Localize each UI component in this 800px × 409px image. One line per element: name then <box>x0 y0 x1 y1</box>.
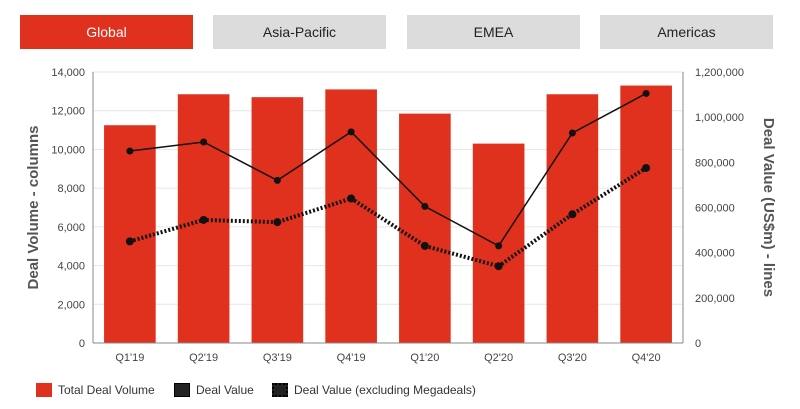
point-deal-value <box>200 138 208 146</box>
y-left-tick-label: 4,000 <box>57 261 85 273</box>
y-right-tick-label: 200,000 <box>695 293 735 305</box>
point-deal-value-excluding-megadeals <box>494 262 503 271</box>
point-deal-value-excluding-megadeals <box>420 241 429 250</box>
y-left-tick-label: 8,000 <box>57 183 85 195</box>
y-left-tick-label: 12,000 <box>51 106 85 118</box>
legend-label-deal-value: Deal Value <box>196 383 254 397</box>
tab-americas[interactable]: Americas <box>600 15 773 49</box>
legend-swatch-dotted <box>272 383 288 397</box>
legend-swatch-line <box>174 383 190 397</box>
series-line-deal-value-excluding-megadeals <box>129 166 648 269</box>
series-line-deal-value <box>129 92 647 247</box>
x-tick-label: Q1'19 <box>115 352 144 364</box>
point-deal-value <box>273 176 281 184</box>
x-tick-label: Q4'20 <box>632 352 661 364</box>
y-left-tick-label: 6,000 <box>57 222 85 234</box>
x-tick-label: Q2'19 <box>189 352 218 364</box>
x-tick-label: Q1'20 <box>410 352 439 364</box>
y-right-tick-label: 600,000 <box>695 203 735 215</box>
bar <box>104 125 156 343</box>
legend-item-deal-value-excluding-megadeals: Deal Value (excluding Megadeals) <box>272 383 476 397</box>
point-deal-value <box>421 202 429 210</box>
legend-item-deal-value: Deal Value <box>174 383 254 397</box>
deal-chart: 0 2,000 4,000 6,000 8,000 10,000 12,000 14,000 0… <box>25 67 777 364</box>
y-right-tick-label: 1,000,000 <box>695 112 744 124</box>
region-tabs: Global Asia-Pacific EMEA Americas <box>20 15 774 49</box>
point-deal-value <box>495 242 503 250</box>
point-deal-value-excluding-megadeals <box>273 218 282 227</box>
point-deal-value <box>568 129 576 137</box>
x-tick-label: Q2'20 <box>484 352 513 364</box>
y-right-tick-label: 1,200,000 <box>695 67 744 79</box>
y-left-axis-title: Deal Volume - columns <box>25 126 42 290</box>
y-right-tick-label: 0 <box>695 338 701 350</box>
point-deal-value <box>126 147 134 155</box>
point-deal-value-excluding-megadeals <box>347 194 356 203</box>
legend-label-deal-value-excluding-megadeals: Deal Value (excluding Megadeals) <box>294 383 476 397</box>
x-tick-label: Q4'19 <box>337 352 366 364</box>
x-tick-label: Q3'20 <box>558 352 587 364</box>
bar <box>620 85 672 344</box>
y-left-tick-label: 2,000 <box>57 299 85 311</box>
tab-emea[interactable]: EMEA <box>407 15 580 49</box>
bar <box>325 89 377 344</box>
point-deal-value-excluding-megadeals <box>199 215 208 224</box>
tab-global[interactable]: Global <box>20 15 193 49</box>
point-deal-value-excluding-megadeals <box>125 237 134 246</box>
tab-asia-pacific[interactable]: Asia-Pacific <box>213 15 386 49</box>
y-right-axis-title: Deal Value (US$m) - lines <box>760 118 777 297</box>
legend-label-total-deal-volume: Total Deal Volume <box>58 383 155 397</box>
point-deal-value-excluding-megadeals <box>568 210 577 219</box>
y-right-tick-label: 800,000 <box>695 157 735 169</box>
point-deal-value <box>347 128 355 136</box>
point-deal-value <box>642 89 650 97</box>
x-tick-label: Q3'19 <box>263 352 292 364</box>
y-left-tick-label: 14,000 <box>51 67 85 79</box>
point-deal-value-excluding-megadeals <box>642 163 651 172</box>
bar <box>399 113 451 343</box>
legend-swatch-bar <box>36 383 52 397</box>
y-left-tick-label: 0 <box>79 338 85 350</box>
y-left-tick-label: 10,000 <box>51 144 85 156</box>
legend-item-total-deal-volume: Total Deal Volume <box>36 383 155 397</box>
y-right-tick-label: 400,000 <box>695 248 735 260</box>
